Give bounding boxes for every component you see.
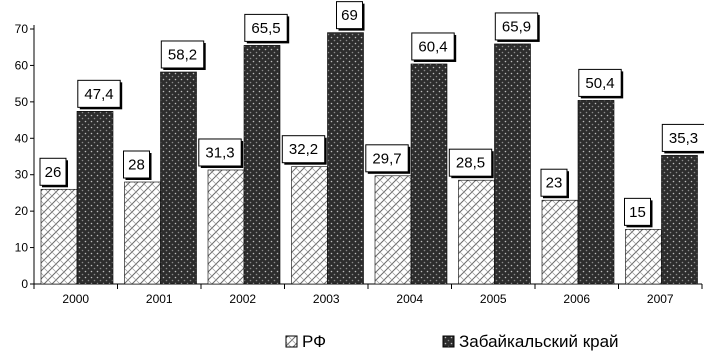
bar-zabaikalsky bbox=[327, 32, 364, 285]
dark-dotted-swatch-icon bbox=[442, 335, 455, 348]
data-label-box bbox=[448, 148, 493, 177]
bar-rf bbox=[40, 188, 78, 285]
y-axis: 0 10 20 30 40 50 60 70 bbox=[15, 22, 35, 291]
data-label-box bbox=[661, 123, 704, 152]
data-labels: 26 47,4 28 58,2 31,3 65,5 32,2 69 29,7 60,4 28,5 65… bbox=[39, 1, 704, 228]
data-label-rf: 28 bbox=[128, 157, 145, 174]
data-label-box bbox=[160, 40, 205, 69]
bar-rf bbox=[625, 229, 662, 285]
data-label-box bbox=[39, 157, 67, 186]
data-label-rf: 32,2 bbox=[289, 141, 318, 158]
bar-zabaikalsky bbox=[494, 43, 531, 285]
legend-label-rf: РФ bbox=[302, 332, 326, 351]
bar-zabaikalsky bbox=[661, 155, 698, 285]
bar-rf bbox=[541, 199, 579, 285]
bar-rf bbox=[458, 179, 495, 285]
crosshatch-swatch-icon bbox=[285, 335, 298, 348]
data-label-zabaikalsky: 65,9 bbox=[502, 18, 531, 35]
data-label-box bbox=[411, 32, 455, 61]
data-label-box bbox=[578, 68, 622, 97]
data-label-zabaikalsky: 47,4 bbox=[84, 86, 113, 103]
x-axis: 2000 2001 2002 2003 2004 2005 2006 2007 bbox=[33, 283, 703, 306]
x-tick-label: 2004 bbox=[396, 292, 423, 306]
x-tick-label: 2003 bbox=[313, 292, 340, 306]
data-label-box bbox=[77, 79, 121, 108]
data-label-rf: 26 bbox=[45, 164, 62, 181]
data-label-box bbox=[365, 144, 409, 173]
x-tick-label: 2002 bbox=[229, 292, 256, 306]
data-label-zabaikalsky: 35,3 bbox=[669, 130, 698, 147]
data-label-rf: 28,5 bbox=[456, 155, 485, 172]
y-tick-label: 40 bbox=[15, 131, 29, 145]
data-label-box bbox=[281, 135, 326, 164]
data-label-box bbox=[123, 150, 150, 179]
bar-rf bbox=[291, 166, 328, 285]
x-tick-label: 2005 bbox=[480, 292, 507, 306]
data-label-box bbox=[244, 13, 288, 42]
data-label-box bbox=[624, 197, 651, 226]
y-tick-label: 20 bbox=[15, 204, 29, 218]
y-tick-label: 50 bbox=[15, 95, 29, 109]
data-label-zabaikalsky: 69 bbox=[341, 7, 358, 24]
x-tick-label: 2006 bbox=[563, 292, 590, 306]
data-label-box bbox=[540, 168, 568, 197]
legend-label-zabaikalsky: Забайкальский край bbox=[459, 332, 619, 351]
bar-rf bbox=[374, 175, 412, 285]
bar-zabaikalsky bbox=[410, 63, 448, 285]
data-label-zabaikalsky: 60,4 bbox=[418, 38, 447, 55]
data-label-box bbox=[336, 1, 363, 30]
data-label-zabaikalsky: 50,4 bbox=[585, 75, 614, 92]
data-label-rf: 29,7 bbox=[372, 150, 401, 167]
data-label-zabaikalsky: 58,2 bbox=[168, 46, 197, 63]
y-tick-label: 0 bbox=[21, 277, 28, 291]
data-label-zabaikalsky: 65,5 bbox=[251, 20, 280, 37]
bar-zabaikalsky bbox=[76, 111, 114, 285]
x-tick-label: 2000 bbox=[62, 292, 89, 306]
data-label-rf: 15 bbox=[629, 204, 646, 221]
x-tick-label: 2007 bbox=[647, 292, 674, 306]
data-label-rf: 23 bbox=[546, 175, 563, 192]
y-tick-label: 70 bbox=[15, 22, 29, 36]
x-tick-label: 2001 bbox=[146, 292, 173, 306]
data-label-box bbox=[494, 12, 539, 41]
bar-rf bbox=[124, 181, 161, 285]
y-tick-label: 60 bbox=[15, 58, 29, 72]
legend: РФ Забайкальский край bbox=[285, 332, 619, 351]
y-tick-label: 10 bbox=[15, 241, 29, 255]
bars bbox=[40, 32, 698, 285]
data-label-box bbox=[198, 138, 242, 167]
bar-zabaikalsky bbox=[577, 100, 615, 285]
bar-zabaikalsky bbox=[243, 45, 281, 285]
bar-zabaikalsky bbox=[160, 71, 197, 285]
bar-rf bbox=[207, 169, 245, 285]
y-tick-label: 30 bbox=[15, 168, 29, 182]
data-label-rf: 31,3 bbox=[205, 144, 234, 161]
